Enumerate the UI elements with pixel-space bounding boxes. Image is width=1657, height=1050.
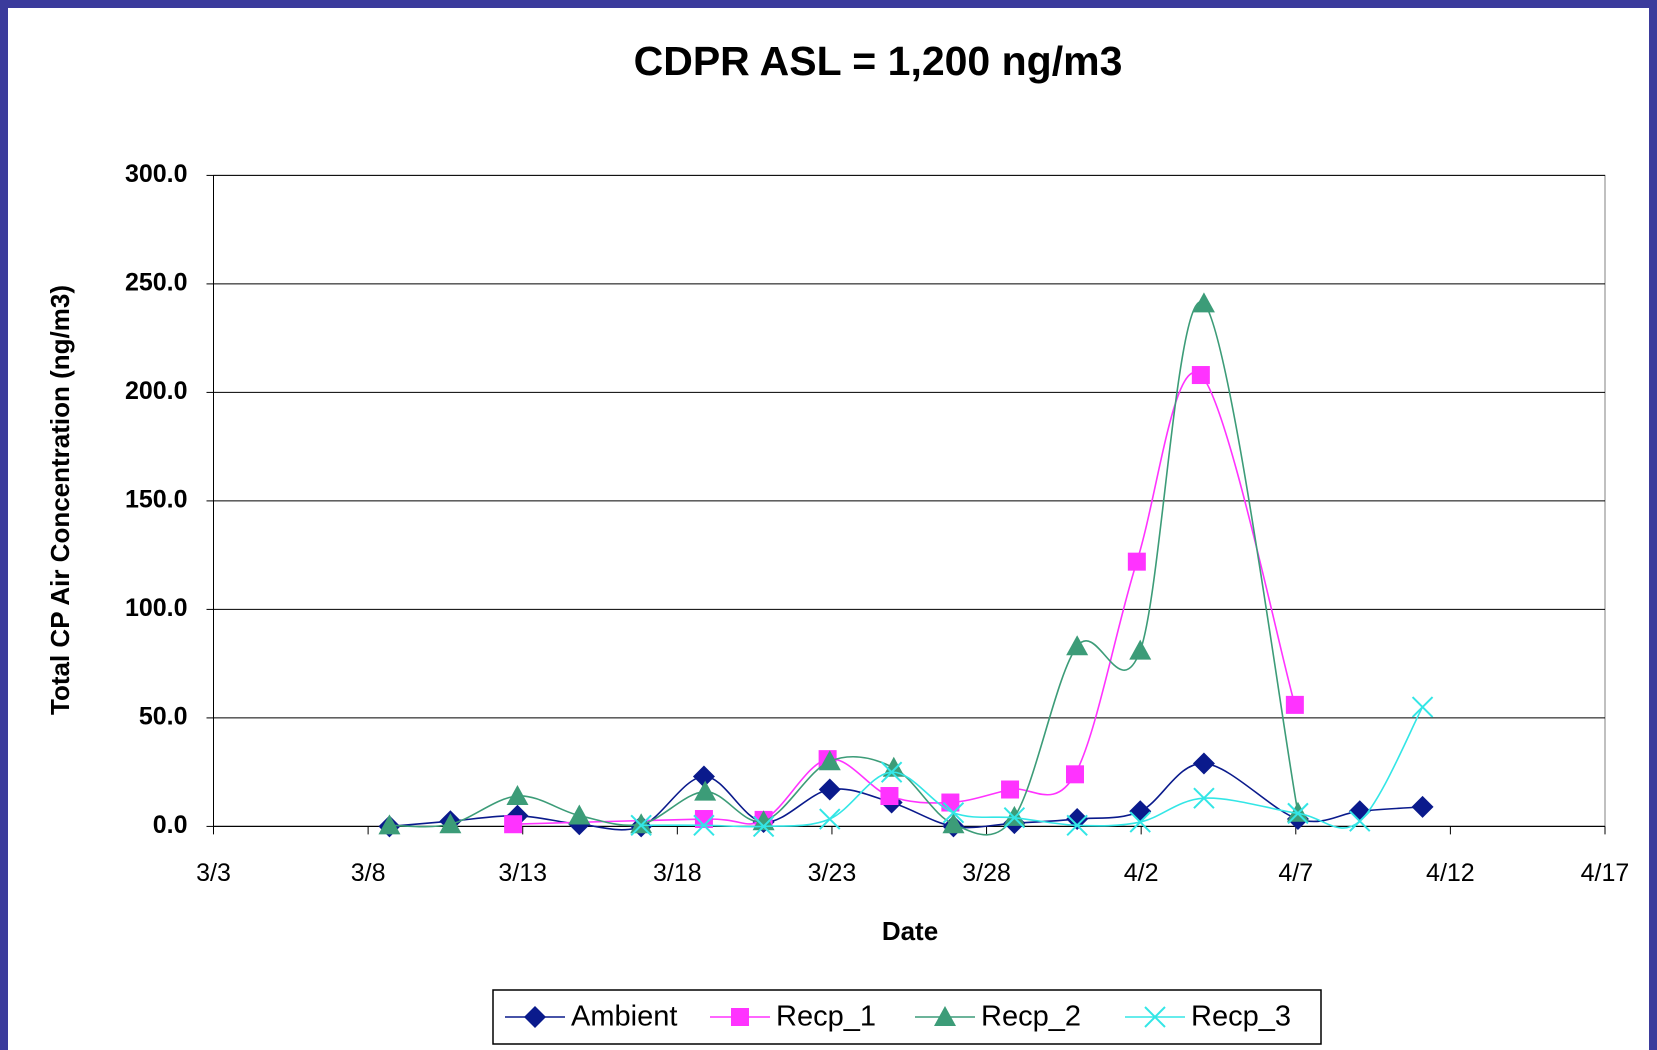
marker xyxy=(819,808,841,830)
legend-label: Recp_1 xyxy=(776,1001,876,1033)
legend-marker xyxy=(524,1006,546,1028)
x-tick-label: 3/13 xyxy=(498,859,547,887)
x-tick-label: 4/17 xyxy=(1581,859,1630,887)
marker xyxy=(1287,802,1309,825)
marker xyxy=(1411,696,1434,718)
marker xyxy=(439,813,462,834)
y-tick-label: 150.0 xyxy=(125,486,188,514)
marker xyxy=(1066,814,1088,837)
legend-label: Recp_3 xyxy=(1191,1001,1291,1033)
x-tick-label: 3/8 xyxy=(351,859,386,887)
marker xyxy=(1192,292,1215,313)
y-tick-label: 200.0 xyxy=(125,377,188,405)
x-tick-label: 4/2 xyxy=(1124,859,1159,887)
marker xyxy=(818,778,841,801)
marker xyxy=(880,761,903,783)
legend-marker xyxy=(1144,1006,1166,1028)
series-line xyxy=(389,762,1423,831)
series-line xyxy=(389,301,1299,836)
marker xyxy=(941,793,960,812)
marker xyxy=(1066,635,1089,656)
x-tick-label: 3/3 xyxy=(196,859,231,887)
marker xyxy=(1127,552,1146,571)
x-axis-label: Date xyxy=(882,916,938,946)
marker xyxy=(1191,366,1210,385)
marker xyxy=(1065,765,1084,784)
marker xyxy=(630,814,652,837)
marker xyxy=(630,813,653,834)
legend-marker xyxy=(934,1006,956,1026)
chart-title: CDPR ASL = 1,200 ng/m3 xyxy=(634,38,1123,84)
marker xyxy=(693,814,715,837)
y-tick-label: 300.0 xyxy=(125,160,188,188)
marker xyxy=(1348,800,1371,823)
marker xyxy=(1411,795,1434,818)
marker xyxy=(378,814,401,835)
marker xyxy=(1193,787,1215,809)
x-tick-label: 4/12 xyxy=(1426,859,1475,887)
marker xyxy=(942,802,965,824)
series-line xyxy=(513,371,1296,826)
marker xyxy=(942,813,965,834)
marker xyxy=(692,765,715,788)
marker xyxy=(568,804,591,825)
marker xyxy=(1129,811,1151,833)
marker xyxy=(752,810,775,831)
series-line xyxy=(641,706,1424,829)
y-tick-label: 50.0 xyxy=(139,703,188,731)
legend-marker xyxy=(731,1008,749,1026)
y-tick-label: 250.0 xyxy=(125,269,188,297)
marker xyxy=(694,780,717,801)
marker xyxy=(818,750,841,771)
y-tick-label: 100.0 xyxy=(125,594,188,622)
marker xyxy=(506,785,529,806)
y-axis-label: Total CP Air Concentration (ng/m3) xyxy=(45,285,75,715)
marker xyxy=(1286,801,1309,822)
x-tick-label: 3/23 xyxy=(808,859,857,887)
marker xyxy=(504,815,523,834)
x-tick-label: 3/28 xyxy=(962,859,1011,887)
marker xyxy=(1001,780,1020,799)
x-tick-label: 4/7 xyxy=(1278,859,1313,887)
marker xyxy=(752,815,775,838)
marker xyxy=(882,756,905,777)
marker xyxy=(1349,810,1371,832)
y-tick-label: 0.0 xyxy=(153,811,188,839)
marker xyxy=(1192,752,1215,775)
marker xyxy=(1003,807,1026,829)
marker xyxy=(1003,805,1026,826)
legend-label: Ambient xyxy=(571,1001,677,1033)
marker xyxy=(694,810,713,829)
marker xyxy=(1285,695,1304,714)
legend-label: Recp_2 xyxy=(981,1001,1081,1033)
marker xyxy=(880,787,899,806)
x-tick-label: 3/18 xyxy=(653,859,702,887)
marker xyxy=(1129,639,1152,660)
